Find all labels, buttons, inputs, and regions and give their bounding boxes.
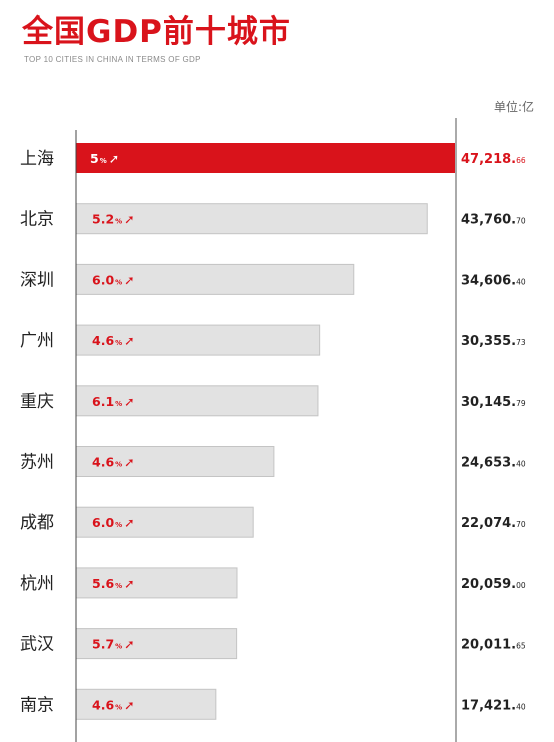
growth-label: 6.0% ➚ [92,515,135,530]
page-subtitle: TOP 10 CITIES IN CHINA IN TERMS OF GDP [24,55,201,64]
bar-8 [75,628,238,660]
city-label: 重庆 [20,392,54,412]
bar-3 [75,324,321,356]
growth-label: 5.2% ➚ [92,212,135,227]
value-label: 30,355.73 [461,334,526,349]
value-label: 43,760.70 [461,213,526,228]
value-label: 24,653.40 [461,456,526,471]
value-label: 34,606.40 [461,273,526,288]
bar-0 [76,143,455,173]
city-label: 上海 [20,149,54,169]
unit-label: 单位:亿 [493,100,534,114]
growth-label: 5% ➚ [90,151,119,166]
bar-4 [75,385,319,417]
growth-label: 6.1% ➚ [92,394,135,409]
growth-label: 4.6% ➚ [92,455,135,470]
growth-label: 4.6% ➚ [92,697,135,712]
bar-7 [75,567,238,599]
bar-9 [75,688,217,720]
growth-label: 5.7% ➚ [92,637,135,652]
city-label: 广州 [20,331,54,351]
city-label: 苏州 [20,453,54,473]
page-title: 全国GDP前十城市 [22,14,291,50]
bar-6 [75,506,254,538]
value-label: 20,059.00 [461,577,526,592]
city-label: 南京 [20,695,54,715]
value-label: 30,145.79 [461,395,526,410]
value-label: 17,421.40 [461,698,526,713]
value-label: 20,011.65 [461,638,526,653]
growth-label: 4.6% ➚ [92,333,135,348]
growth-label: 6.0% ➚ [92,272,135,287]
city-label: 武汉 [20,635,54,655]
bar-5 [75,446,275,477]
city-label: 杭州 [20,574,54,594]
bar-1 [75,203,428,235]
city-label: 北京 [20,210,54,230]
value-label: 22,074.70 [461,516,526,531]
city-label: 成都 [20,513,54,533]
value-label: 47,218.66 [461,152,526,167]
city-label: 深圳 [20,270,54,290]
growth-label: 5.6% ➚ [92,576,135,591]
